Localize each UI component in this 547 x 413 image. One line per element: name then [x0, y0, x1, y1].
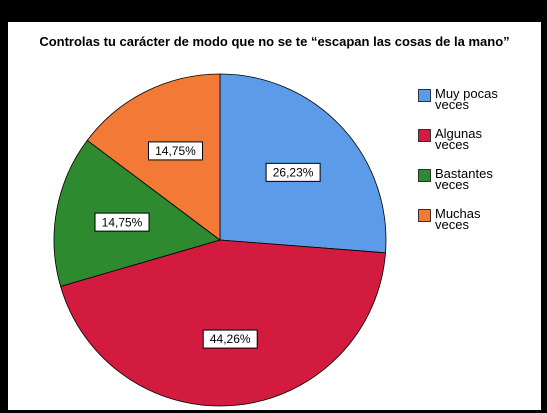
- label-box: [147, 141, 203, 161]
- legend-label: Bastantes veces: [435, 166, 493, 192]
- legend-item: Muy pocas veces: [418, 86, 508, 112]
- data-label: 14,75%: [102, 215, 143, 229]
- pie-slice: [60, 239, 386, 407]
- legend-swatch: [418, 209, 431, 222]
- label-box: [265, 162, 321, 182]
- legend-label: Muchas veces: [435, 206, 481, 232]
- legend-item: Muchas veces: [418, 206, 508, 232]
- data-label: 14,75%: [155, 144, 196, 158]
- legend-swatch: [418, 89, 431, 102]
- pie-area: 26,23% 44,26% 14,75% 14,75%: [53, 73, 387, 407]
- legend-label: Algunas veces: [435, 126, 482, 152]
- legend-swatch: [418, 129, 431, 142]
- label-box: [94, 212, 150, 232]
- legend-swatch: [418, 169, 431, 182]
- data-label: 26,23%: [273, 166, 314, 180]
- chart-title: Controlas tu carácter de modo que no se …: [39, 34, 510, 49]
- legend-item: Bastantes veces: [418, 166, 508, 192]
- label-box: [202, 329, 258, 349]
- legend-item: Algunas veces: [418, 126, 508, 152]
- chart: Controlas tu carácter de modo que no se …: [8, 22, 541, 410]
- data-label: 44,26%: [210, 332, 251, 346]
- legend-label: Muy pocas veces: [435, 86, 498, 112]
